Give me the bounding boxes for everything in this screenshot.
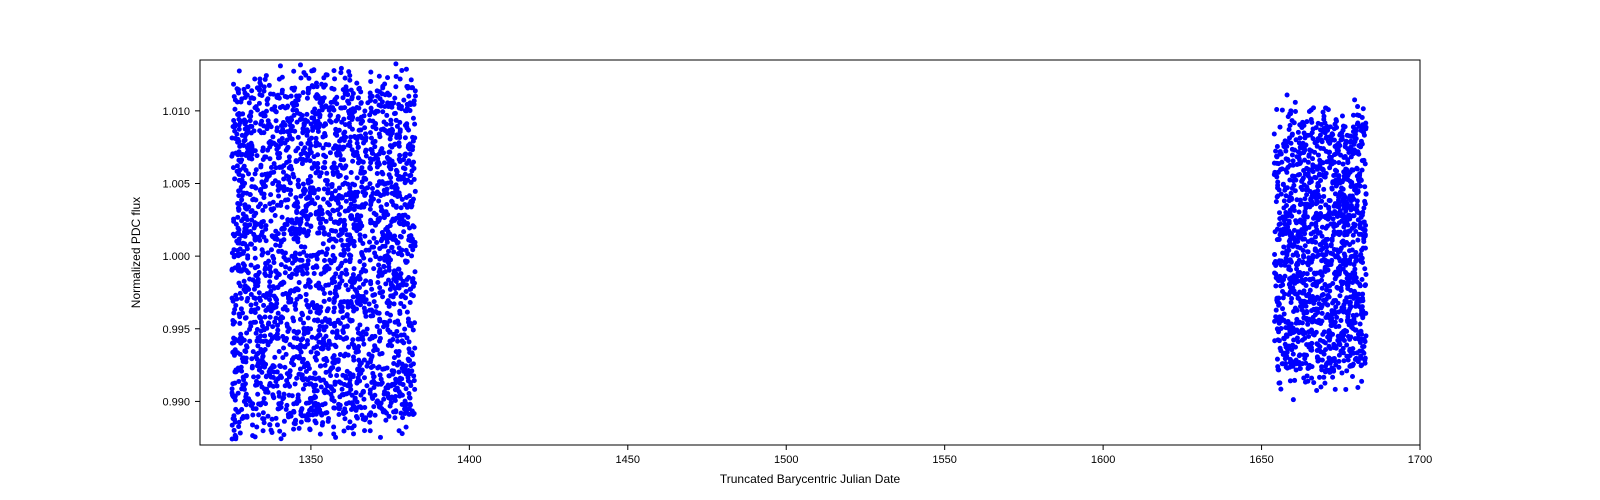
y-tick-label: 1.005 [162, 178, 190, 190]
x-tick-label: 1650 [1249, 454, 1273, 466]
x-tick-label: 1700 [1408, 454, 1432, 466]
x-tick-label: 1500 [774, 454, 798, 466]
chart-svg: 1350 1400 1450 1500 1550 1600 1650 1700 0.990 0.9… [0, 0, 1600, 500]
y-tick-label: 0.995 [162, 324, 190, 336]
y-axis-label: Normalized PDC flux [129, 197, 143, 308]
scatter-chart: 1350 1400 1450 1500 1550 1600 1650 1700 0.990 0.9… [0, 0, 1600, 500]
x-tick-label: 1450 [616, 454, 640, 466]
y-tick-label: 0.990 [162, 396, 190, 408]
x-tick-label: 1400 [457, 454, 481, 466]
scatter-points [229, 61, 1368, 441]
y-tick-label: 1.000 [162, 251, 190, 263]
plot-border [200, 60, 1420, 445]
y-tick-label: 1.010 [162, 106, 190, 118]
x-tick-label: 1600 [1091, 454, 1115, 466]
x-tick-label: 1550 [932, 454, 956, 466]
x-axis-label: Truncated Barycentric Julian Date [720, 472, 901, 486]
x-tick-label: 1350 [299, 454, 323, 466]
